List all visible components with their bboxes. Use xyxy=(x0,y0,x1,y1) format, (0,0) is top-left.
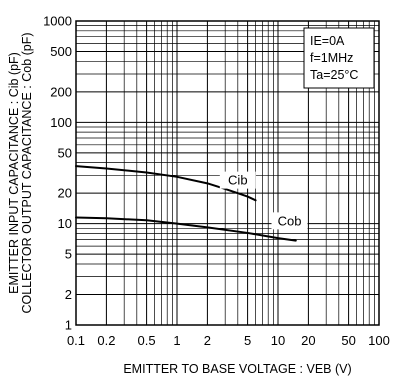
conditions-box: IE=0A f=1MHz Ta=25°C xyxy=(303,27,375,89)
series-label-bg-cob xyxy=(271,212,308,230)
y-tick-label: 5 xyxy=(65,247,72,262)
x-tick-label: 100 xyxy=(368,333,390,348)
y-tick-label: 2 xyxy=(65,287,72,302)
y-tick-label: 100 xyxy=(50,115,72,130)
series-label-cib: Cib xyxy=(228,173,248,188)
series-line-cob xyxy=(75,216,297,242)
series-label-cob: Cob xyxy=(278,213,302,228)
series-layer: Cib Cob xyxy=(75,165,308,242)
y-tick-label: 1 xyxy=(65,318,72,333)
y-tick-labels: 1 2 5 10 20 50 100 200 500 1000 xyxy=(43,14,72,333)
y-tick-label: 50 xyxy=(58,145,72,160)
x-tick-label: 2 xyxy=(204,333,211,348)
x-tick-label: 0.1 xyxy=(67,333,85,348)
conditions-box-frame xyxy=(303,27,375,89)
plot-frame xyxy=(75,20,380,326)
condition-f: f=1MHz xyxy=(310,51,353,65)
x-tick-label: 10 xyxy=(271,333,285,348)
series-line-cib xyxy=(75,165,257,202)
x-tick-label: 0.2 xyxy=(97,333,115,348)
x-tick-label: 0.5 xyxy=(138,333,156,348)
y-tick-label: 200 xyxy=(50,84,72,99)
y-axis-label-cib: EMITTER INPUT CAPACITANCE : Cib (pF) xyxy=(7,52,21,294)
x-tick-label: 5 xyxy=(244,333,251,348)
y-tick-label: 1000 xyxy=(43,14,72,29)
y-tick-label: 500 xyxy=(50,44,72,59)
x-tick-label: 1 xyxy=(173,333,180,348)
x-tick-label: 20 xyxy=(301,333,315,348)
y-axis-label-cob: COLLECTOR OUTPUT CAPACITANCE : Cob (pF) xyxy=(20,32,34,313)
series-label-bg-cib xyxy=(219,171,256,189)
x-tick-label: 50 xyxy=(341,333,355,348)
y-tick-label: 10 xyxy=(58,216,72,231)
y-tick-label: 20 xyxy=(58,186,72,201)
condition-ta: Ta=25°C xyxy=(310,68,358,82)
major-grid xyxy=(76,21,379,325)
x-axis-label: EMITTER TO BASE VOLTAGE : VEB (V) xyxy=(123,362,351,376)
x-tick-labels: 0.1 0.2 0.5 1 2 5 10 20 50 100 xyxy=(67,333,390,348)
condition-ie: IE=0A xyxy=(310,34,345,48)
